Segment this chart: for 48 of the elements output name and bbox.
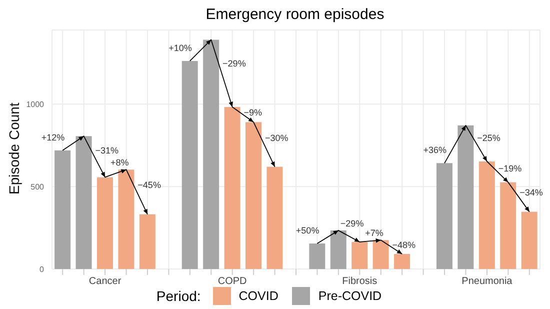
bar [118, 170, 134, 269]
annotation: −9% [244, 107, 262, 118]
annotation: −45% [138, 180, 161, 190]
annotation: +36% [423, 145, 447, 156]
annotation: −29% [222, 58, 246, 68]
x-tick-label: Pneumonia [462, 276, 513, 288]
annotation: +50% [296, 225, 320, 236]
y-tick-label: 0 [40, 264, 45, 274]
bar [458, 125, 474, 269]
annotation: −19% [498, 164, 522, 174]
bar [436, 163, 452, 269]
bar [182, 60, 198, 269]
annotation: −31% [95, 146, 119, 156]
bar [521, 212, 538, 269]
x-tick-label: Cancer [88, 276, 122, 288]
bar [139, 214, 156, 269]
bar [500, 182, 516, 269]
legend-label: Pre-COVID [318, 289, 382, 303]
y-tick-label: 1000 [26, 100, 45, 110]
bar [76, 136, 92, 269]
bar [96, 177, 113, 269]
y-axis-title: Episode Count [6, 102, 22, 194]
chart-title: Emergency room episodes [204, 6, 386, 23]
bar [266, 166, 283, 269]
bar [246, 122, 262, 269]
x-tick-label: Fibrosis [342, 276, 378, 288]
legend-title: Period: [156, 288, 201, 304]
annotation: +7% [365, 228, 384, 238]
annotation: −48% [392, 240, 416, 250]
bar [394, 254, 410, 269]
legend-label: COVID [238, 289, 278, 303]
annotation: +10% [168, 42, 192, 53]
annotation: −29% [340, 218, 364, 228]
bar [478, 161, 495, 269]
bar [203, 40, 220, 269]
annotation: −30% [264, 132, 288, 143]
annotation: +8% [110, 158, 129, 168]
x-tick-label: COPD [218, 276, 247, 288]
bar [54, 150, 71, 269]
bar [372, 240, 389, 269]
y-tick-label: 500 [30, 182, 45, 192]
annotation: −34% [520, 188, 543, 198]
bar [352, 242, 368, 269]
bar [330, 230, 346, 269]
bar [224, 106, 240, 269]
annotation: +12% [41, 132, 65, 142]
annotation: −25% [477, 133, 500, 144]
bar [309, 243, 326, 269]
